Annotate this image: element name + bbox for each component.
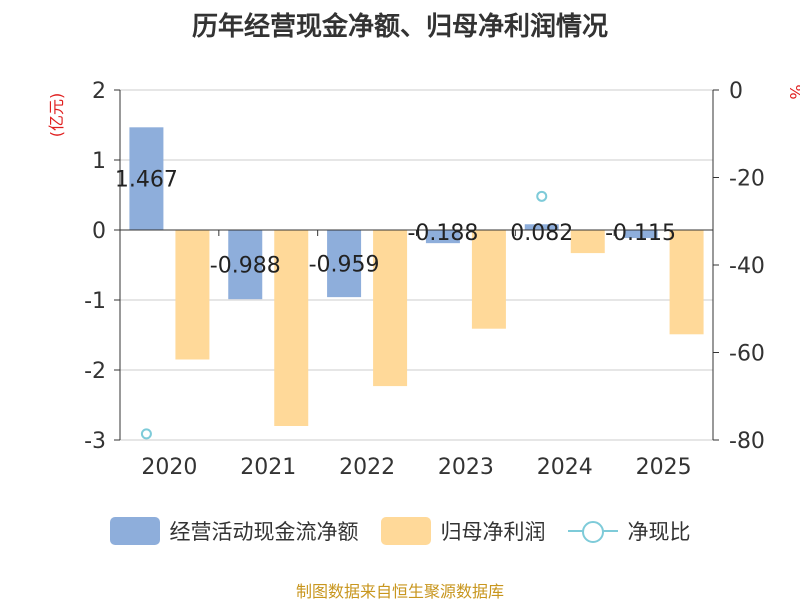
chart-title: 历年经营现金净额、归母净利润情况 [191,12,608,42]
y-right-tick-label: -60 [729,342,765,367]
y-right-tick-label: 0 [729,79,743,104]
bar-net-profit [471,230,506,329]
y-right-tick-label: -20 [729,167,765,192]
data-label-cashflow: -0.959 [309,253,380,278]
legend-item-cash-ratio[interactable]: 净现比 [567,516,691,546]
y-left-tick-label: 2 [92,79,106,104]
bar-net-profit [570,230,605,254]
legend-label-net-profit: 归母净利润 [440,520,546,544]
y-right-tick-label: -40 [729,254,765,279]
legend-item-net-profit[interactable]: 归母净利润 [380,516,546,546]
legend-swatch-cashflow [109,517,160,545]
data-source-note: 制图数据来自恒生聚源数据库 [295,582,504,601]
x-tick-label: 2022 [339,455,395,480]
x-tick-label: 2024 [537,455,593,480]
legend: 经营活动现金流净额 归母净利润 净现比 [0,516,800,546]
bar-net-profit [274,230,309,426]
bar-cashflow [425,230,460,244]
data-label-cashflow: -0.115 [605,221,676,246]
bar-net-profit [373,230,408,387]
y-right-axis-label: % [786,84,800,99]
x-tick-label: 2020 [141,455,197,480]
y-left-tick-label: -1 [84,289,106,314]
y-left-tick-label: 1 [92,149,106,174]
bar-cashflow [623,230,658,239]
scatter-point-cash-ratio [536,190,548,202]
data-label-cashflow: -0.988 [210,254,281,279]
y-left-tick-label: -3 [84,429,106,454]
scatter-point-cash-ratio [140,428,152,440]
bar-net-profit [175,230,210,360]
y-right-tick-label: -80 [729,429,765,454]
legend-item-cashflow[interactable]: 经营活动现金流净额 [109,516,359,546]
legend-swatch-net-profit [380,517,431,545]
y-left-tick-label: 0 [92,219,106,244]
bar-cashflow [129,127,164,230]
legend-label-cash-ratio: 净现比 [627,520,691,544]
data-label-cashflow: 0.082 [510,221,573,246]
y-left-axis-label: (亿元) [47,93,66,138]
bar-cashflow [327,230,362,298]
data-label-cashflow: 1.467 [115,168,178,193]
y-left-tick-label: -2 [84,359,106,384]
x-tick-label: 2023 [438,455,494,480]
bar-cashflow [228,230,263,300]
legend-label-cashflow: 经营活动现金流净额 [169,520,359,544]
bar-net-profit [669,230,704,335]
bar-cashflow [524,224,559,230]
x-tick-label: 2021 [240,455,296,480]
x-tick-label: 2025 [636,455,692,480]
data-label-cashflow: -0.188 [407,221,478,246]
legend-swatch-cash-ratio [567,517,618,545]
